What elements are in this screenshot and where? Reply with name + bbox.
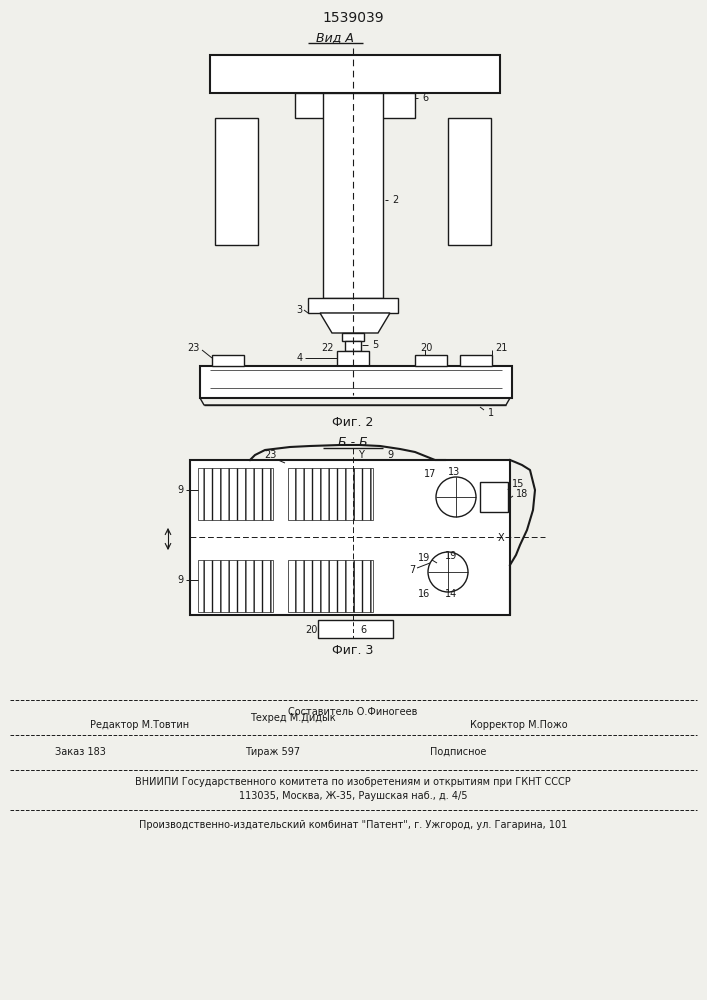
Text: 17: 17 bbox=[423, 469, 436, 479]
Text: 15: 15 bbox=[512, 479, 525, 489]
Text: 113035, Москва, Ж-35, Раушская наб., д. 4/5: 113035, Москва, Ж-35, Раушская наб., д. … bbox=[239, 791, 467, 801]
Bar bbox=[480, 482, 508, 512]
Text: 9: 9 bbox=[178, 575, 184, 585]
Bar bbox=[215, 118, 258, 245]
Text: 19: 19 bbox=[418, 553, 430, 563]
Text: 7: 7 bbox=[409, 565, 415, 575]
Bar bbox=[318, 620, 393, 638]
Text: Б - Б: Б - Б bbox=[338, 436, 368, 450]
Text: Фиг. 3: Фиг. 3 bbox=[332, 644, 374, 656]
Text: 5: 5 bbox=[372, 340, 378, 350]
Text: 6: 6 bbox=[422, 93, 428, 103]
Text: 23: 23 bbox=[187, 343, 200, 353]
Text: ВНИИПИ Государственного комитета по изобретениям и открытиям при ГКНТ СССР: ВНИИПИ Государственного комитета по изоб… bbox=[135, 777, 571, 787]
Bar bbox=[460, 355, 492, 366]
Bar bbox=[190, 460, 510, 615]
Text: Редактор М.Товтин: Редактор М.Товтин bbox=[90, 720, 189, 730]
Bar bbox=[198, 468, 273, 520]
Text: 20: 20 bbox=[420, 343, 433, 353]
Text: Корректор М.Пожо: Корректор М.Пожо bbox=[470, 720, 568, 730]
Text: Производственно-издательский комбинат "Патент", г. Ужгород, ул. Гагарина, 101: Производственно-издательский комбинат "П… bbox=[139, 820, 567, 830]
Bar bbox=[323, 93, 383, 298]
Bar bbox=[448, 118, 491, 245]
Text: 22: 22 bbox=[322, 343, 334, 353]
Text: 3: 3 bbox=[296, 305, 302, 315]
Text: 19: 19 bbox=[445, 551, 457, 561]
Bar bbox=[295, 93, 415, 118]
Bar bbox=[308, 298, 398, 313]
Text: Фиг. 2: Фиг. 2 bbox=[332, 416, 374, 430]
Text: 14: 14 bbox=[445, 589, 457, 599]
Bar bbox=[288, 560, 373, 612]
Text: 20: 20 bbox=[305, 625, 318, 635]
Text: 18: 18 bbox=[516, 489, 528, 499]
Text: 1539039: 1539039 bbox=[322, 11, 384, 25]
Text: Y: Y bbox=[358, 450, 364, 460]
Text: 9: 9 bbox=[387, 450, 393, 460]
Text: 4: 4 bbox=[297, 353, 303, 363]
Text: X: X bbox=[498, 533, 505, 543]
Text: 13: 13 bbox=[448, 467, 460, 477]
Text: 21: 21 bbox=[495, 343, 508, 353]
Bar bbox=[210, 55, 500, 93]
Text: 1: 1 bbox=[488, 408, 494, 418]
Text: Техред М.Дидык: Техред М.Дидык bbox=[250, 713, 336, 723]
Text: Заказ 183: Заказ 183 bbox=[55, 747, 106, 757]
Circle shape bbox=[428, 552, 468, 592]
Polygon shape bbox=[320, 313, 390, 333]
Text: 16: 16 bbox=[418, 589, 430, 599]
Text: Вид А: Вид А bbox=[316, 31, 354, 44]
Text: 6: 6 bbox=[360, 625, 366, 635]
Bar bbox=[337, 351, 369, 366]
Text: 9: 9 bbox=[178, 485, 184, 495]
Text: 23: 23 bbox=[264, 450, 276, 460]
Bar bbox=[200, 366, 512, 398]
Bar bbox=[198, 560, 273, 612]
Circle shape bbox=[436, 477, 476, 517]
Text: Подписное: Подписное bbox=[430, 747, 486, 757]
Bar bbox=[212, 355, 244, 366]
Bar bbox=[342, 333, 364, 341]
Bar bbox=[345, 341, 361, 351]
Bar bbox=[288, 468, 373, 520]
Text: 2: 2 bbox=[392, 195, 398, 205]
Bar bbox=[415, 355, 447, 366]
Text: Тираж 597: Тираж 597 bbox=[245, 747, 300, 757]
Text: Составитель О.Финогеев: Составитель О.Финогеев bbox=[288, 707, 418, 717]
